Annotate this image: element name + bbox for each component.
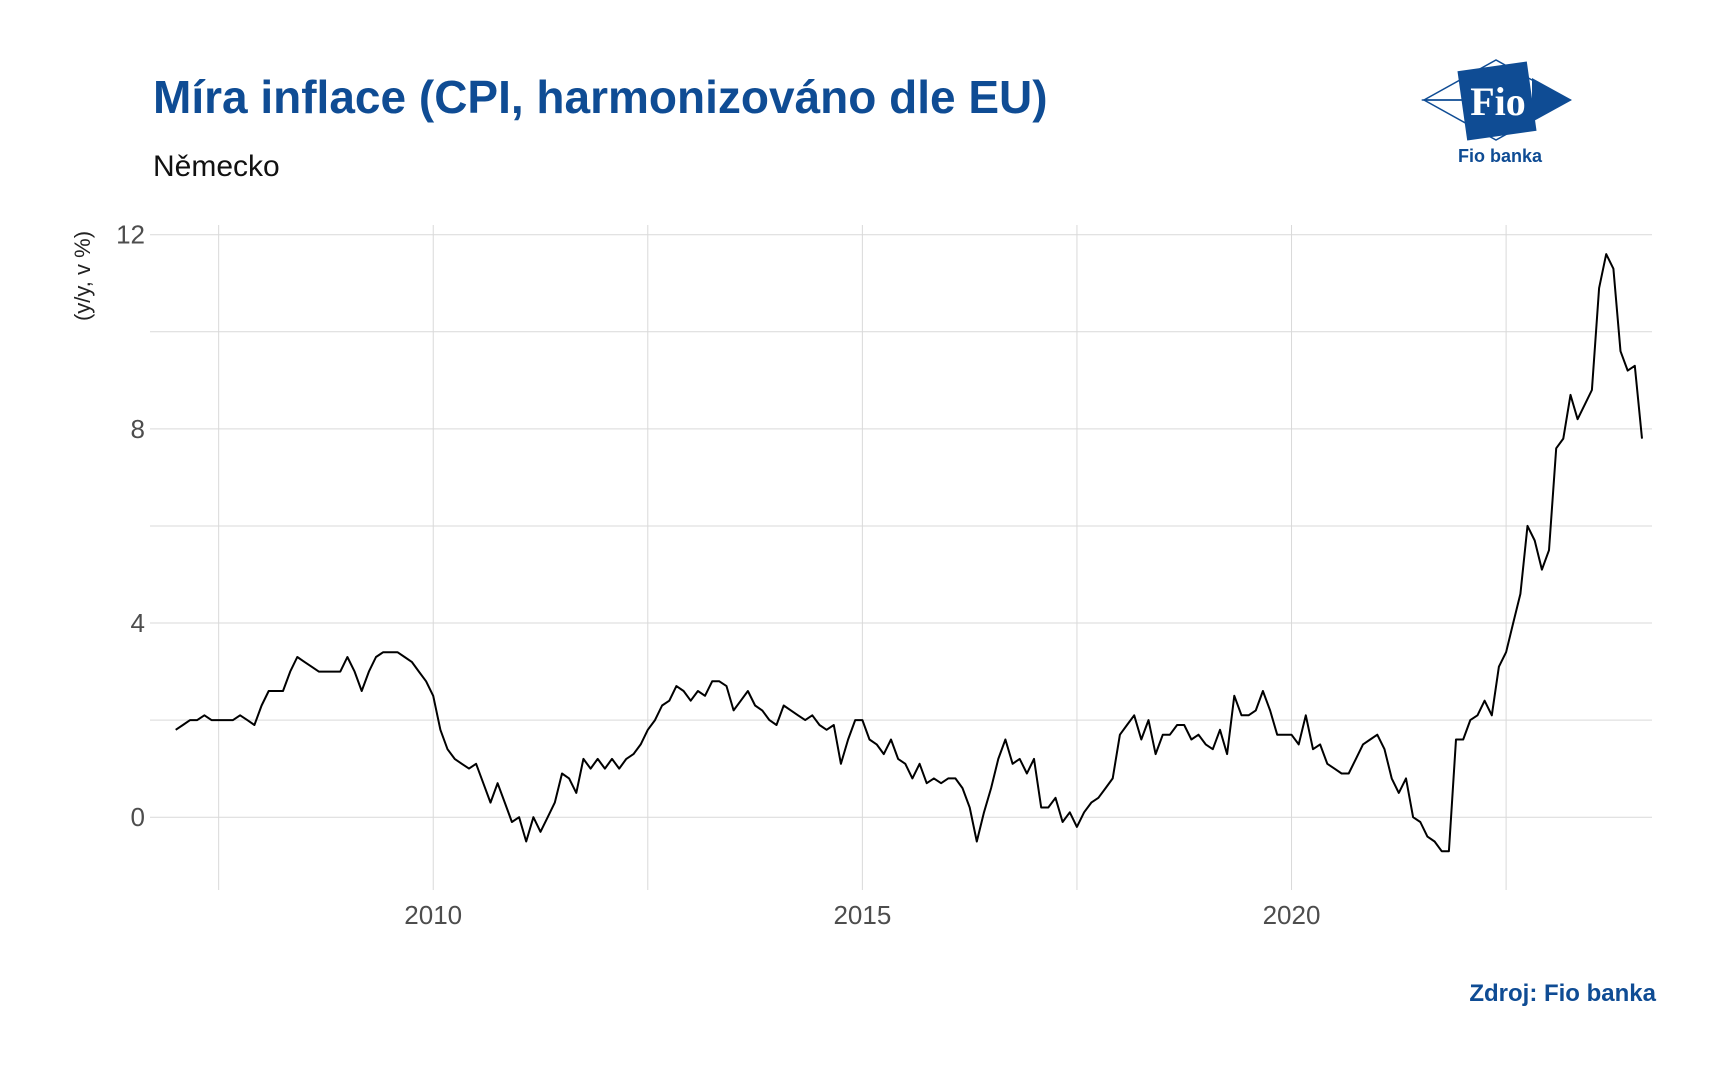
fio-banka-logo: Fio: [1420, 58, 1580, 170]
chart-title: Míra inflace (CPI, harmonizováno dle EU): [153, 71, 1048, 123]
logo-mark-text: Fio: [1470, 79, 1526, 124]
fio-logo-icon: Fio: [1421, 59, 1572, 141]
y-tick-label: 0: [131, 802, 145, 832]
x-tick-label: 2020: [1263, 900, 1321, 930]
y-tick-label: 4: [131, 608, 145, 638]
grid-lines: [150, 225, 1652, 890]
x-tick-labels: 2010 2015 2020: [404, 900, 1320, 930]
y-tick-label: 12: [116, 220, 145, 250]
x-tick-label: 2015: [833, 900, 891, 930]
chart-subtitle: Německo: [153, 150, 280, 183]
series-line-germany-hicp: [175, 253, 1643, 853]
y-tick-labels: 0 4 8 12: [116, 220, 145, 832]
logo-text: Fio banka: [1457, 146, 1542, 166]
x-tick-label: 2010: [404, 900, 462, 930]
source-note: Zdroj: Fio banka: [1469, 980, 1656, 1007]
y-tick-label: 8: [131, 414, 145, 444]
